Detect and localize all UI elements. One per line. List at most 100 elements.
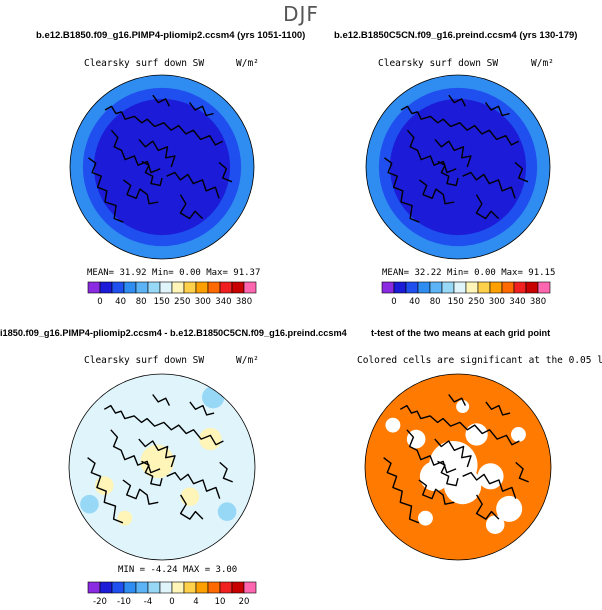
panel-4-coastline-0 [399,404,520,446]
colorbar-panel-2-label-5: 300 [489,297,505,307]
colorbar-panel-1-cell-7 [171,281,185,294]
panel-4-coastline-3 [462,471,517,499]
panel-4-coastline-8 [448,394,467,406]
panel-1-border [69,74,255,260]
colorbar-panel-1-cell-3 [123,281,137,294]
colorbar-panel-2-cell-9 [489,281,503,294]
panel-4-coastline-1 [406,429,457,474]
panel-4-nonsignificant-9 [511,427,526,442]
colorbar-panel-2-label-1: 40 [409,297,420,307]
colorbar-panel-1: 0 40 80 150 250 300 340 380 [87,281,257,307]
colorbar-panel-3-cell-9 [195,581,209,594]
panel-3-coastline-8 [152,394,171,406]
colorbar-panel-1-cell-6 [159,281,173,294]
panel-4-coastline-7 [485,401,511,416]
panel-3-coastline-3 [166,471,221,499]
panel-2-coastline-3 [462,171,516,199]
colorbar-panel-1-cell-13 [243,281,257,294]
panel-3-coastline-10 [141,460,163,487]
colorbar-panel-2-cell-1 [393,281,407,294]
panel-1-coastline-2 [138,138,176,168]
colorbar-panel-1-label-1: 40 [115,297,126,307]
colorbar-panel-2-label-7: 380 [530,297,546,307]
colorbar-panel-2-label-6: 340 [509,297,525,307]
panel-2-coastline-6 [475,194,499,220]
panel-3-field [69,374,255,560]
panel-4-nonsignificant-7 [485,515,505,534]
colorbar-panel-3-cell-0 [87,581,101,594]
panel-4-coastline-5 [418,479,455,505]
panel-4-coastline-4 [383,457,420,524]
panel-1-coastline-5 [122,179,159,205]
panel-1-title: b.e12.B1850.f09_g16.PIMP4-pliomip2.ccsm4… [36,30,306,41]
colorbar-panel-2-cell-4 [429,281,443,294]
panel-1-coastline-7 [189,102,214,117]
panel-3-patch-6 [80,494,99,514]
colorbar-panel-1-label-2: 80 [136,297,147,307]
colorbar-panel-3-label-1: -10 [117,597,131,607]
panel-2-coastline-9 [514,161,529,183]
panel-4-nonsignificant-4 [465,423,488,446]
colorbar-panel-2-cell-7 [465,281,479,294]
colorbar-panel-2-cell-0 [381,281,395,294]
colorbar-panel-2-label-2: 80 [430,297,441,307]
colorbar-panel-1-label-6: 340 [215,297,231,307]
colorbar-panel-1-cell-0 [87,281,101,294]
colorbar-panel-2-cell-12 [525,281,539,294]
colorbar-panel-1-cell-10 [207,281,221,294]
panel-3-coastline-6 [179,494,204,520]
colorbar-panel-3-cell-7 [171,581,185,594]
panel-1-coastline-4 [87,157,124,223]
colorbar-panel-2-cell-6 [453,281,467,294]
panel-3-coastline-2 [138,438,176,468]
panel-3-patch-5 [217,502,237,521]
colorbar-panel-1-cell-4 [135,281,149,294]
panel-3-coastline-7 [189,401,215,416]
panel-2-field [366,75,550,259]
panel-1-map [69,74,255,260]
colorbar-panel-1-label-7: 380 [236,297,252,307]
panel-2-coastline-7 [485,102,510,117]
colorbar-panel-3-label-6: 20 [239,597,250,607]
panel-2-coastline-1 [406,129,457,174]
panel-2-coastline-0 [400,105,520,146]
panel-3-coastline-5 [122,479,159,505]
colorbar-panel-2-cell-8 [477,281,491,294]
panel-1-coastline-8 [152,94,171,107]
panel-1-coastline-6 [179,194,203,220]
colorbar-panel-1-cell-9 [195,281,209,294]
panel-3-stats: MIN = -4.24 MAX = 3.00 [118,565,238,575]
panel-2-coastline-2 [434,138,472,168]
panel-3-coastline-1 [110,429,161,474]
colorbar-panel-2-cell-10 [501,281,515,294]
colorbar-panel-3-label-5: 10 [215,597,226,607]
colorbar-panel-1-label-3: 150 [154,297,170,307]
colorbar-panel-1-label-5: 300 [195,297,211,307]
panel-2-map [365,74,551,260]
panel-2-units: W/m² [531,58,554,69]
panel-3-coastline-9 [219,461,233,483]
panel-2-variable: Clearsky surf down SW [378,58,499,69]
panel-2-coastline-4 [383,157,420,223]
colorbar-panel-1-label-0: 0 [97,297,102,307]
colorbar-panel-2-cell-2 [405,281,419,294]
panel-1-coastline-0 [104,105,224,146]
colorbar-panel-2-label-4: 250 [468,297,484,307]
panel-1-variable: Clearsky surf down SW [84,58,205,69]
panel-4-nonsignificant-8 [385,417,401,433]
panel-1-coastline-10 [141,160,163,187]
colorbar-panel-3-cell-6 [159,581,173,594]
colorbar-panel-3-cell-10 [207,581,221,594]
panel-2-coastline-5 [418,179,455,205]
panel-2-border [365,74,551,260]
colorbar-panel-3-cell-5 [147,581,161,594]
panel-4-border [364,373,552,561]
colorbar-panel-3-cell-2 [111,581,125,594]
colorbar-panel-2: 0 40 80 150 250 300 340 380 [381,281,551,307]
panel-2-title: b.e12.B1850C5CN.f09_g16.preind.ccsm4 (yr… [334,30,578,41]
panel-3-patch-0 [140,444,175,479]
colorbar-panel-1-cell-1 [99,281,113,294]
colorbar-panel-3-cell-12 [231,581,245,594]
panel-1-coastline-3 [166,171,220,199]
colorbar-panel-1-cell-8 [183,281,197,294]
